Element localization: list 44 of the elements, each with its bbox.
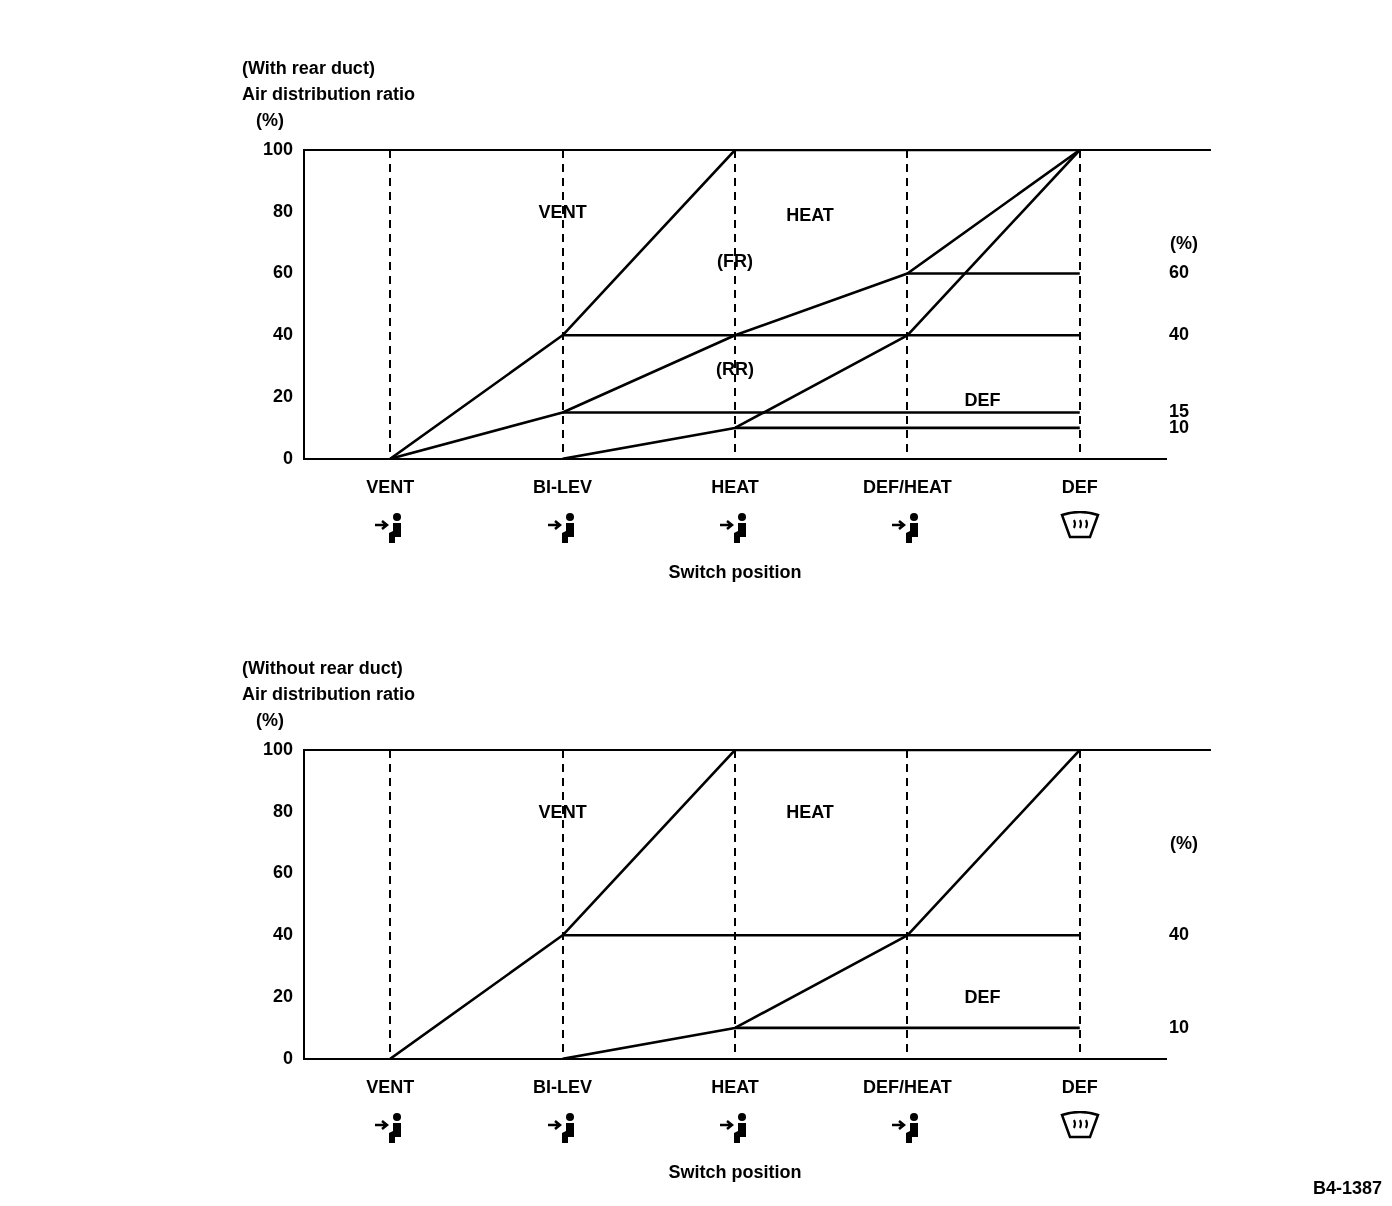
y-tick-label: 80 xyxy=(273,200,294,221)
x-tick-label: HEAT xyxy=(711,476,759,497)
y-tick-label: 80 xyxy=(273,800,294,821)
annotation: VENT xyxy=(538,801,587,822)
chart-title: (Without rear duct) xyxy=(242,658,403,678)
annotation: (RR) xyxy=(716,359,755,380)
y2-tick-label: 40 xyxy=(1168,924,1190,945)
annotation: DEF xyxy=(964,987,1001,1008)
y-tick-label: 40 xyxy=(273,924,294,945)
x-tick-label: DEF xyxy=(1061,476,1098,497)
annotation: (FR) xyxy=(717,251,753,272)
y-tick-label: 60 xyxy=(273,862,294,883)
annotation: HEAT xyxy=(786,801,834,822)
y-tick-label: 100 xyxy=(262,138,294,159)
x-tick-label: BI-LEV xyxy=(533,476,593,497)
y-tick-label: 20 xyxy=(273,386,294,407)
x-tick-label: HEAT xyxy=(711,1076,759,1097)
x-tick-label: DEF/HEAT xyxy=(863,1076,952,1097)
chart-title: (With rear duct) xyxy=(242,58,375,78)
y2-tick-label: 40 xyxy=(1168,324,1190,345)
y-tick-label: 0 xyxy=(283,1047,294,1068)
x-tick-label: DEF/HEAT xyxy=(863,476,952,497)
x-axis-title: Switch position xyxy=(668,1162,802,1183)
x-tick-label: VENT xyxy=(366,476,415,497)
y-axis-title: Air distribution ratio (%) xyxy=(242,84,416,130)
x-tick-label: DEF xyxy=(1061,1076,1098,1097)
y-tick-label: 100 xyxy=(262,738,294,759)
y-axis-title: Air distribution ratio (%) xyxy=(242,684,416,730)
y2-tick-label: 10 xyxy=(1168,416,1190,437)
annotation: DEF xyxy=(964,390,1001,411)
y2-tick-label: 10 xyxy=(1168,1016,1190,1037)
y-tick-label: 0 xyxy=(283,447,294,468)
y-tick-label: 40 xyxy=(273,324,294,345)
y2-tick-label: 60 xyxy=(1168,262,1190,283)
y2-axis-title: (%) xyxy=(1169,832,1198,853)
x-tick-label: VENT xyxy=(366,1076,415,1097)
y-tick-label: 60 xyxy=(273,262,294,283)
text: B4-1387 xyxy=(1312,1178,1382,1198)
annotation: HEAT xyxy=(786,205,834,226)
y2-axis-title: (%) xyxy=(1169,232,1198,253)
y-tick-label: 20 xyxy=(273,986,294,1007)
x-tick-label: BI-LEV xyxy=(533,1076,593,1097)
annotation: VENT xyxy=(538,201,587,222)
x-axis-title: Switch position xyxy=(668,562,802,583)
